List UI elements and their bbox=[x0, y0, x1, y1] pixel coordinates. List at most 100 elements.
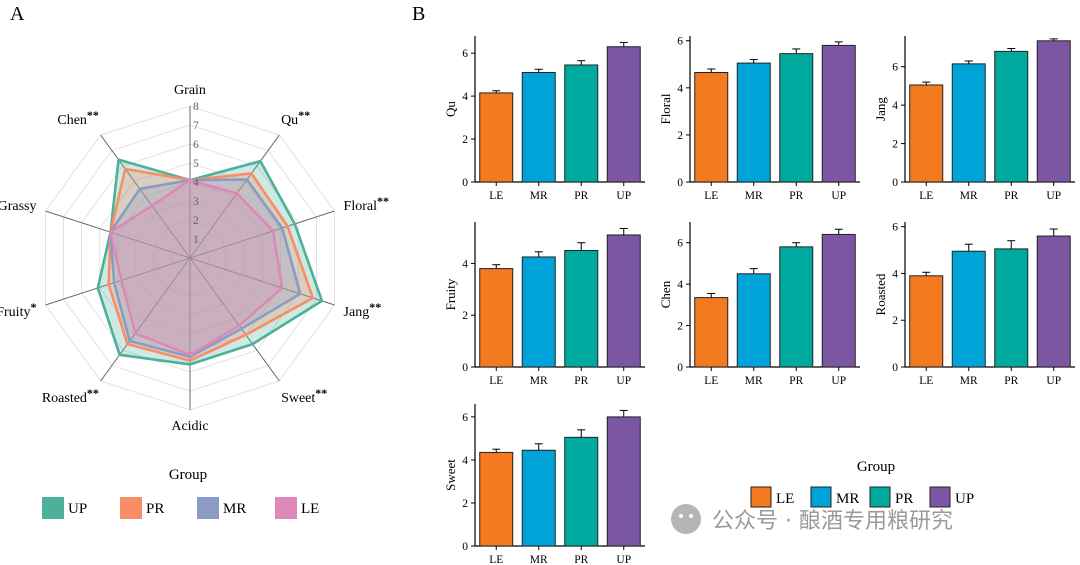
bar-chart-chen: 0 2 4 6 Chen LE MR PR UP bbox=[658, 222, 860, 387]
x-tick-label: UP bbox=[616, 190, 631, 202]
radar-legend-swatch-MR bbox=[197, 497, 219, 519]
y-tick-label: 2 bbox=[892, 315, 898, 327]
bar-UP bbox=[1036, 40, 1071, 183]
bar-MR bbox=[736, 62, 771, 183]
y-tick-label: 0 bbox=[677, 177, 683, 189]
bar-legend-label-UP: UP bbox=[955, 491, 974, 507]
radar-legend-swatch-PR bbox=[120, 497, 142, 519]
significance-mark: ** bbox=[87, 108, 99, 122]
bar-legend-swatch-MR bbox=[810, 486, 832, 508]
bar-UP bbox=[606, 46, 641, 183]
y-tick-label: 0 bbox=[462, 541, 468, 553]
radar-spoke bbox=[189, 257, 280, 382]
bar-PR bbox=[564, 249, 599, 368]
radar-tick-label: 6 bbox=[193, 139, 199, 151]
panel-label-b: B bbox=[412, 3, 425, 25]
bar-legend-label-LE: LE bbox=[776, 491, 794, 507]
y-tick-label: 6 bbox=[892, 222, 898, 234]
panel-label-a: A bbox=[10, 3, 25, 25]
x-tick-label: PR bbox=[1004, 190, 1018, 202]
radar-axis-label: Grassy bbox=[0, 199, 36, 214]
bar-MR bbox=[521, 256, 556, 368]
radar-tick-label: 2 bbox=[193, 215, 199, 227]
radar-legend-swatch-LE bbox=[275, 497, 297, 519]
x-tick-label: LE bbox=[919, 190, 933, 202]
x-tick-label: MR bbox=[745, 375, 763, 387]
radar-axis-label: Fruity* bbox=[0, 300, 36, 320]
x-tick-label: PR bbox=[574, 190, 588, 202]
bar-LE bbox=[479, 451, 514, 547]
y-tick-label: 4 bbox=[892, 268, 898, 280]
bar-PR bbox=[779, 53, 814, 183]
wechat-icon bbox=[671, 504, 701, 534]
y-axis-label: Fruity bbox=[443, 278, 458, 310]
y-tick-label: 2 bbox=[462, 498, 468, 510]
bar-PR bbox=[994, 50, 1029, 183]
radar-tick-label: 7 bbox=[193, 120, 199, 132]
radar-axis-label: Grain bbox=[174, 83, 206, 98]
x-tick-label: LE bbox=[704, 190, 718, 202]
x-tick-label: MR bbox=[530, 190, 548, 202]
y-tick-label: 0 bbox=[462, 177, 468, 189]
radar-axis-label: Jang** bbox=[344, 300, 382, 320]
bar-LE bbox=[694, 72, 729, 183]
bar-UP bbox=[606, 416, 641, 547]
radar-axis-label: Roasted** bbox=[42, 386, 99, 406]
x-tick-label: UP bbox=[831, 190, 846, 202]
significance-mark: ** bbox=[315, 386, 327, 400]
radar-spoke bbox=[189, 134, 280, 259]
bar-charts: 0 2 4 6 Qu LE MR PR UP 0 2 4 6 Floral LE MR PR UP 0 2 4 6 Jang… bbox=[443, 36, 1075, 565]
bar-MR bbox=[951, 63, 986, 183]
significance-mark: ** bbox=[298, 108, 310, 122]
radar-axis-label: Acidic bbox=[171, 419, 208, 434]
radar-chart: 1 2 3 4 5 6 7 8 Grain Qu** Floral** Jang** Sweet** Ac… bbox=[0, 83, 389, 434]
bar-LE bbox=[909, 84, 944, 183]
y-tick-label: 4 bbox=[462, 258, 468, 270]
bar-legend-swatch-UP bbox=[929, 486, 951, 508]
watermark-text: 公众号 · 酿酒专用粮研究 bbox=[712, 509, 953, 534]
bar-legend-label-PR: PR bbox=[895, 491, 913, 507]
bar-MR bbox=[736, 273, 771, 368]
x-tick-label: PR bbox=[574, 375, 588, 387]
bar-legend-swatch-PR bbox=[869, 486, 891, 508]
x-tick-label: LE bbox=[489, 375, 503, 387]
bar-UP bbox=[1036, 235, 1071, 368]
radar-spoke bbox=[189, 210, 335, 259]
y-tick-label: 2 bbox=[462, 310, 468, 322]
bar-MR bbox=[951, 250, 986, 368]
bar-LE bbox=[694, 297, 729, 368]
x-tick-label: MR bbox=[960, 190, 978, 202]
x-tick-label: PR bbox=[789, 190, 803, 202]
y-tick-label: 6 bbox=[462, 48, 468, 60]
y-tick-label: 0 bbox=[677, 362, 683, 374]
y-axis-label: Qu bbox=[443, 101, 458, 117]
x-tick-label: LE bbox=[704, 375, 718, 387]
significance-mark: ** bbox=[369, 300, 381, 314]
radar-axis-label: Chen** bbox=[57, 108, 99, 128]
y-axis-label: Jang bbox=[873, 97, 888, 121]
wechat-icon-eye-left bbox=[679, 514, 683, 518]
radar-tick-label: 5 bbox=[193, 158, 199, 170]
bar-MR bbox=[521, 72, 556, 183]
bar-legend-label-MR: MR bbox=[836, 491, 859, 507]
significance-mark: ** bbox=[87, 386, 99, 400]
radar-axis-label: Sweet** bbox=[281, 386, 327, 406]
wechat-icon-eye-right bbox=[689, 514, 693, 518]
x-tick-label: UP bbox=[616, 554, 631, 565]
radar-tick-label: 3 bbox=[193, 196, 199, 208]
bar-LE bbox=[479, 268, 514, 368]
bar-legend-title: Group bbox=[857, 459, 895, 475]
bar-UP bbox=[821, 233, 856, 368]
radar-tick-label: 8 bbox=[193, 101, 199, 113]
x-tick-label: MR bbox=[530, 554, 548, 565]
y-tick-label: 4 bbox=[462, 455, 468, 467]
radar-legend-title: Group bbox=[169, 467, 207, 483]
bar-legend: Group LE MR PR UP bbox=[750, 459, 974, 508]
radar-axis-label: Floral** bbox=[344, 194, 389, 214]
y-tick-label: 2 bbox=[677, 130, 683, 142]
bar-LE bbox=[479, 92, 514, 183]
radar-legend-label-PR: PR bbox=[146, 501, 164, 517]
bar-chart-roasted: 0 2 4 6 Roasted LE MR PR UP bbox=[873, 222, 1075, 387]
radar-legend-label-UP: UP bbox=[68, 501, 87, 517]
